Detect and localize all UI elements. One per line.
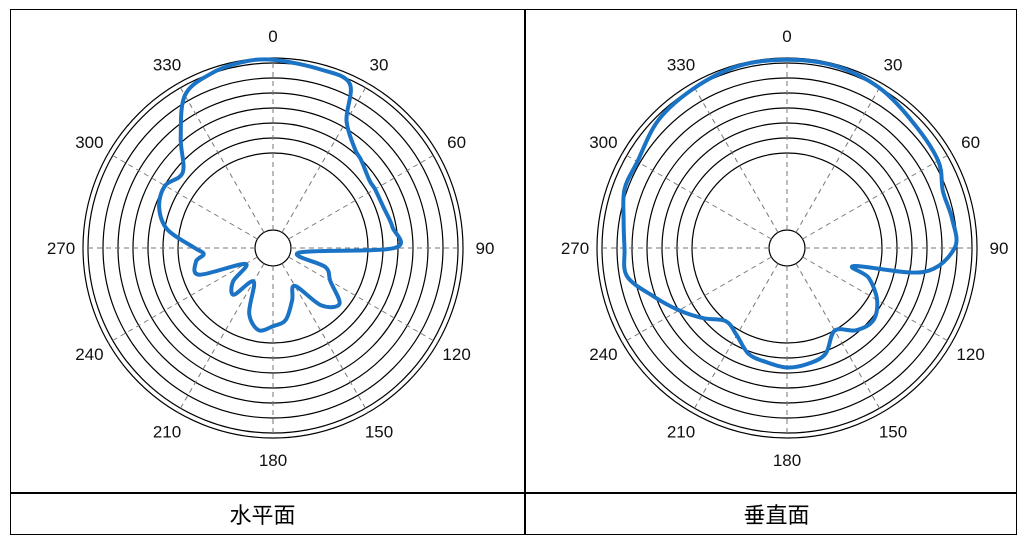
ring-0 [768,229,806,267]
spoke-300 [622,152,772,240]
angle-label-300: 300 [589,133,617,152]
angle-label-150: 150 [879,423,907,442]
angle-label-300: 300 [75,133,103,152]
angle-label-180: 180 [773,451,801,470]
ring-6 [616,77,958,419]
angle-label-120: 120 [442,345,470,364]
ring-8 [82,57,464,439]
angle-label-180: 180 [259,451,287,470]
angle-label-240: 240 [589,345,617,364]
angle-label-30: 30 [884,55,903,74]
angle-label-60: 60 [961,133,980,152]
angle-label-240: 240 [75,345,103,364]
spoke-30 [795,83,883,233]
spoke-210 [177,263,265,413]
angle-label-90: 90 [990,239,1009,258]
polar-chart-vertical: 0 30 60 90 120 150 180 210 240 270 300 330 [561,27,1009,470]
spoke-150 [795,263,883,413]
ring-0 [254,229,292,267]
angle-label-270: 270 [561,239,589,258]
caption-vertical-plane: 垂直面 [743,504,810,529]
spoke-240 [622,256,772,344]
spoke-240 [108,256,258,344]
chart-cell-horizontal: 0 30 60 90 120 150 180 210 240 270 300 330 [11,10,514,492]
polar-chart-horizontal: 0 30 60 90 120 150 180 210 240 270 300 330 [47,27,495,470]
angle-label-0: 0 [268,27,277,46]
angle-label-210: 210 [667,423,695,442]
angle-label-0: 0 [782,27,791,46]
column-divider [524,10,526,534]
caption-horizontal-plane: 水平面 [229,504,296,529]
spoke-30 [281,83,369,233]
series-line-0 [157,57,403,333]
chart-cell-vertical: 0 30 60 90 120 150 180 210 240 270 300 330 [525,10,1027,492]
ring-6 [102,77,444,419]
spoke-330 [691,83,779,233]
spoke-120 [288,256,438,344]
spoke-60 [802,152,952,240]
angle-label-210: 210 [153,423,181,442]
angle-label-330: 330 [667,55,695,74]
spoke-330 [177,83,265,233]
angle-label-60: 60 [447,133,466,152]
ring-8 [596,57,978,439]
ring-4 [132,107,414,389]
angle-label-150: 150 [365,423,393,442]
spoke-60 [288,152,438,240]
angle-label-330: 330 [153,55,181,74]
ring-4 [646,107,928,389]
angle-label-90: 90 [476,239,495,258]
figure-table: 0 30 60 90 120 150 180 210 240 270 300 330 0 30 60 90 1… [10,9,1017,535]
angle-label-120: 120 [956,345,984,364]
angle-label-270: 270 [47,239,75,258]
ring-3 [661,122,913,374]
spoke-210 [691,263,779,413]
spoke-300 [108,152,258,240]
row-divider [11,492,1016,494]
series-line-0 [621,57,959,370]
angle-label-30: 30 [370,55,389,74]
